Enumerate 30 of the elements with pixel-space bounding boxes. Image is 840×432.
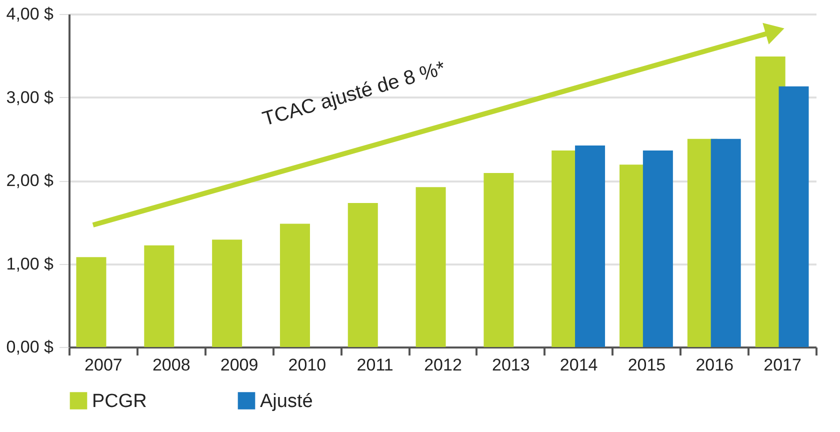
x-tick-label: 2016 bbox=[696, 356, 734, 374]
legend-label: Ajusté bbox=[260, 390, 313, 412]
bar bbox=[348, 202, 378, 347]
y-tick-label: 0,00 $ bbox=[6, 338, 54, 356]
bar bbox=[144, 245, 174, 347]
bar bbox=[212, 240, 242, 347]
bar bbox=[280, 224, 310, 347]
bar bbox=[76, 257, 106, 347]
y-tick-label: 1,00 $ bbox=[6, 254, 54, 274]
bar bbox=[416, 187, 446, 347]
legend-label: PCGR bbox=[92, 390, 147, 412]
bar bbox=[710, 138, 741, 347]
x-tick-label: 2009 bbox=[220, 356, 258, 374]
x-tick-label: 2011 bbox=[356, 356, 394, 374]
x-tick-label: 2017 bbox=[764, 356, 802, 374]
x-tick-label: 2014 bbox=[560, 356, 598, 374]
y-tick-label: 2,00 $ bbox=[6, 171, 54, 190]
bar bbox=[575, 146, 606, 347]
bar bbox=[778, 86, 809, 347]
x-tick-label: 2010 bbox=[288, 356, 326, 374]
x-tick-label: 2007 bbox=[84, 356, 122, 374]
x-tick-label: 2013 bbox=[492, 356, 530, 374]
annotation: TCAC ajusté de 8 %* bbox=[260, 57, 448, 131]
y-tick-label: 3,00 $ bbox=[6, 88, 54, 107]
y-tick-label: 4,00 $ bbox=[6, 4, 54, 24]
x-tick-label: 2008 bbox=[152, 356, 190, 374]
bar bbox=[484, 173, 514, 347]
x-tick-label: 2012 bbox=[424, 356, 462, 374]
bar bbox=[642, 150, 673, 347]
x-tick-label: 2015 bbox=[628, 356, 666, 374]
